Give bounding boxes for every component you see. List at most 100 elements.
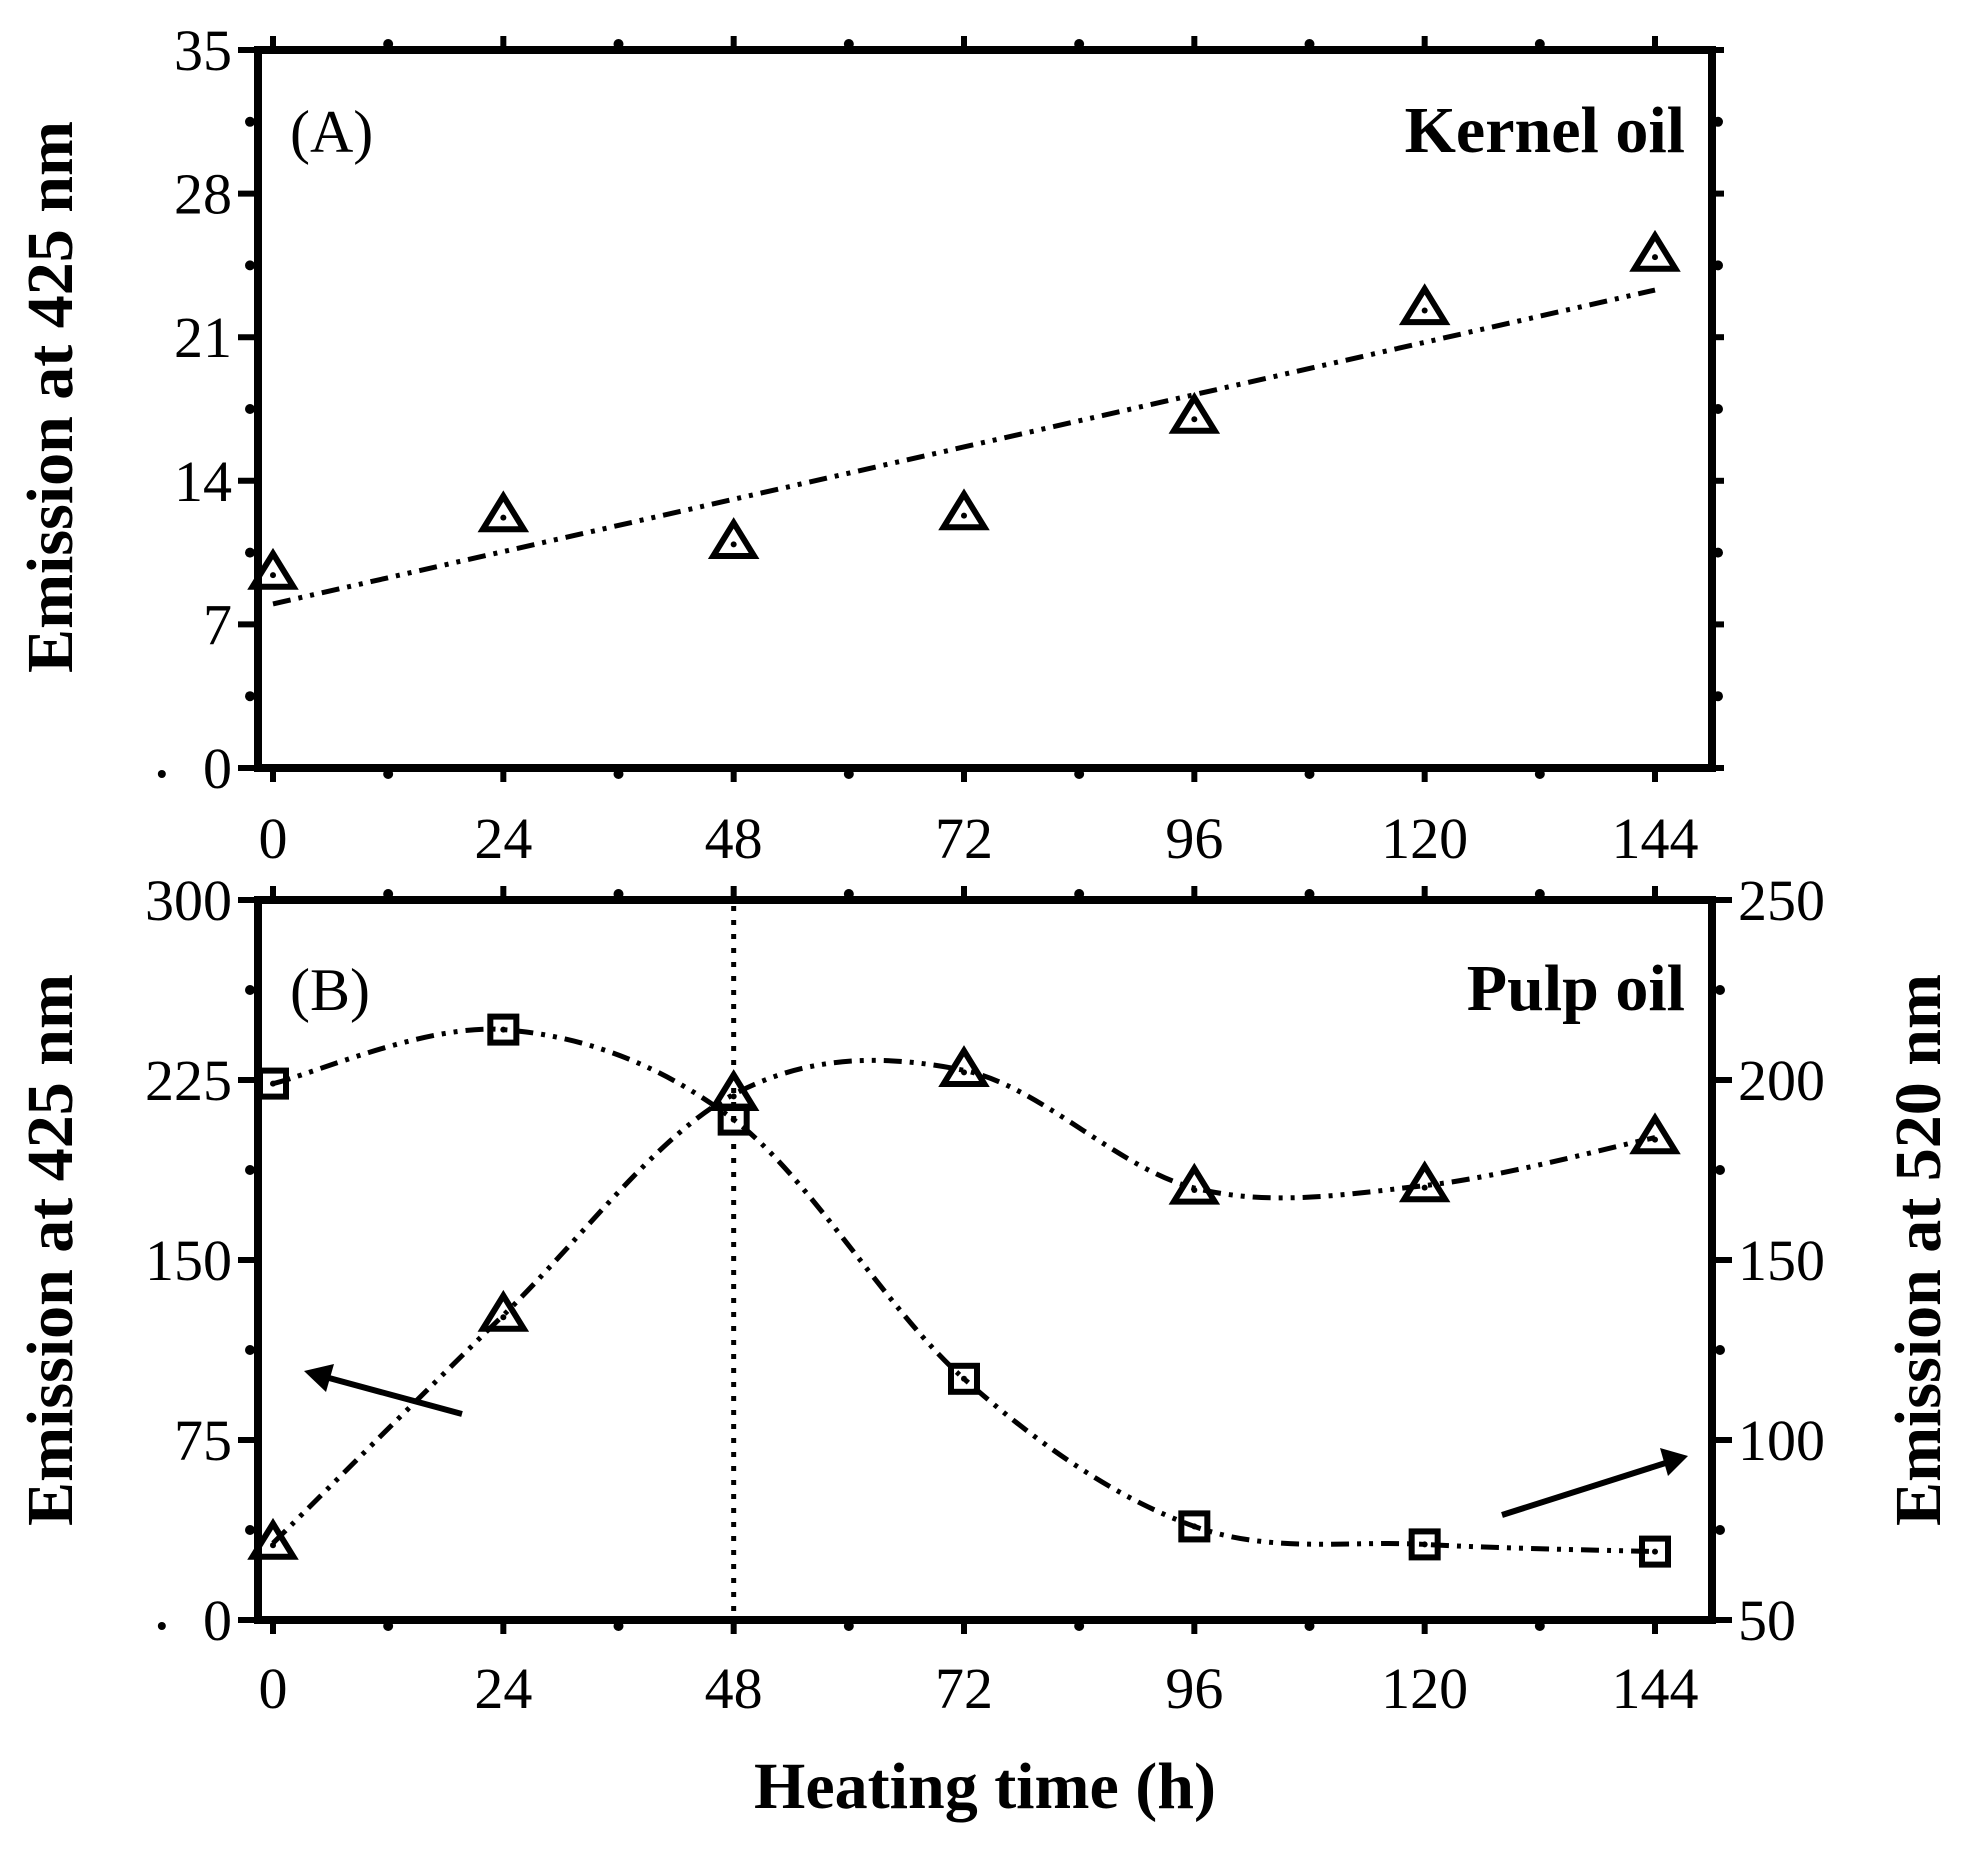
panel-a-series-0-point-0-center [270,572,276,579]
panel-b-x-tick-label: 48 [705,1656,763,1721]
panel-a-y-tick-label: 7 [203,592,232,657]
panel-b-y-axis-title: Emission at 425 nm [14,974,87,1526]
panel-b-series-0-point-72-center [961,1069,967,1076]
panel-b-series-1-point-72 [948,1362,980,1395]
panel-b-y2-tick-label: 200 [1738,1048,1825,1113]
panel-a-x-minor-tick-top [383,39,394,49]
panel-b-series-1-point-0 [257,1067,289,1100]
panel-b-y2-minor-tick [1715,985,1725,995]
panel-a-series-0-point-120-center [1421,307,1428,314]
panel-b-x-minor-tick [613,1621,624,1631]
panel-b-series-1-point-96-center [1191,1523,1198,1530]
panel-b-series-1-point-72-center [961,1375,967,1382]
panel-b-y2-minor-tick [1715,1165,1725,1175]
panel-b-series-0-point-0 [247,1517,299,1560]
panel-a-title: Kernel oil [1405,94,1685,167]
panel-a-series-0-point-144-center [1652,254,1658,261]
panel-b-x-tick-label: 72 [935,1656,993,1721]
panel-b-series-0-point-96-center [1191,1187,1198,1193]
panel-b-series-1-point-0-center [270,1080,276,1087]
panel-b-y2-minor-tick [1715,1525,1725,1535]
panel-b-series-1-point-48 [717,1103,750,1136]
panel-a-series-0-point-96 [1168,391,1221,434]
panel-b-series-0-point-96 [1168,1162,1221,1205]
panel-a-series-0-point-72-center [961,512,967,519]
right-axis-arrow [1501,1457,1676,1518]
panel-b-pulp-oil: (B) Pulp oil Emission at 425 nm Emission… [14,868,1955,1823]
panel-b-series-0-point-24-center [500,1314,507,1321]
panel-b-y-tick-label: 75 [174,1408,232,1473]
panel-a-y-minor-tick [245,691,255,702]
panel-b-x-tick-label: 144 [1612,1656,1699,1721]
panel-b-series-0-point-144-center [1652,1136,1658,1143]
panel-a-x-tick-label: 96 [1165,806,1223,871]
panel-b-x-tick-label: 96 [1165,1656,1223,1721]
panel-b-x-minor-tick-top [383,889,394,899]
panel-a-y-minor-tick [245,116,255,127]
panel-b-series-0-line [271,1057,1656,1545]
panel-a-series-0-point-72 [938,488,990,531]
panel-b-series-0-point-48-center [730,1093,737,1100]
panel-a-x-minor-tick-top [1304,39,1315,49]
panel-b-x-minor-tick [1304,1621,1315,1631]
panel-a-x-tick-label: 48 [705,806,763,871]
panel-a-x-minor-tick-top [1534,39,1545,49]
panel-b-y-tick-label: 0 [203,1588,232,1653]
panel-b-series-0-point-24 [477,1289,530,1332]
panel-a-series-0-point-120 [1398,283,1451,326]
panel-a-y-tick-label: 35 [174,18,232,83]
panel-a-x-minor-tick [157,770,166,778]
panel-a-x-tick-label: 120 [1381,806,1468,871]
panel-a-series-0-point-144 [1629,229,1681,272]
panel-a-series-0-point-24-center [500,514,507,521]
panel-a-y-minor-tick [245,547,255,558]
x-axis-title: Heating time (h) [754,1750,1216,1823]
panel-a-x-minor-tick [1304,769,1315,779]
panel-a-x-tick-label: 144 [1612,806,1699,871]
panel-b-series-1-line [272,1026,1656,1555]
panel-a-kernel-oil: (A) Kernel oil Emission at 425 nm 0 24 48 7… [14,18,1724,871]
panel-a-x-minor-tick [1074,769,1085,779]
panel-a-x-minor-tick [843,769,854,779]
panel-b-y2-axis-title: Emission at 520 nm [1882,974,1955,1526]
panel-b-series-0-point-144 [1629,1112,1681,1155]
panel-b-x-tick-label: 24 [474,1656,532,1721]
panel-b-tag: (B) [290,957,370,1023]
panel-b-title: Pulp oil [1467,952,1685,1025]
panel-a-x-minor-tick-top [613,39,624,49]
panel-b-series-1-point-144-center [1652,1548,1658,1555]
left-axis-arrow [317,1372,463,1417]
panel-b-x-minor-tick [383,1621,394,1631]
panel-b-series-1-point-120 [1408,1528,1441,1561]
panel-b-series-1-point-120-center [1421,1541,1428,1548]
panel-b-x-minor-tick-top [1074,889,1085,899]
panel-a-x-minor-tick [1534,769,1545,779]
panel-a-y-tick-label: 0 [203,736,232,801]
panel-b-y-tick-label: 225 [145,1048,232,1113]
panel-b-y-minor-tick [245,1165,255,1175]
panel-b-x-minor-tick-top [843,889,854,899]
panel-b-y-minor-tick [245,1525,255,1535]
panel-a-series-0-point-0 [247,547,299,590]
panel-a-y-minor-tick-right [1713,260,1723,271]
panel-a-series-0-point-96-center [1191,416,1198,423]
panel-b-series-0-point-120 [1398,1160,1451,1203]
panel-a-tag: (A) [290,99,373,165]
panel-b-y2-tick-label: 100 [1738,1408,1825,1473]
panel-a-x-tick-label: 24 [474,806,532,871]
panel-a-y-minor-tick-right [1713,404,1723,414]
panel-b-series-0-point-0-center [270,1542,276,1549]
panel-a-x-minor-tick-top [1074,39,1085,49]
panel-b-series-1-point-96 [1178,1510,1211,1543]
panel-a-x-minor-tick-top [843,39,854,49]
panel-b-y2-tick-label: 50 [1738,1588,1796,1653]
panel-b-y2-tick-label: 150 [1738,1228,1825,1293]
panel-b-y-tick-label: 300 [145,868,232,933]
panel-a-y-minor-tick [245,260,255,271]
panel-a-frame [254,46,1716,772]
panel-b-series-1-point-24-center [500,1026,507,1033]
panel-a-fit-line [272,287,1656,607]
panel-b-y2-minor-tick [1715,1345,1725,1355]
panel-a-y-minor-tick [245,404,255,414]
panel-b-x-minor-tick [1074,1621,1085,1631]
